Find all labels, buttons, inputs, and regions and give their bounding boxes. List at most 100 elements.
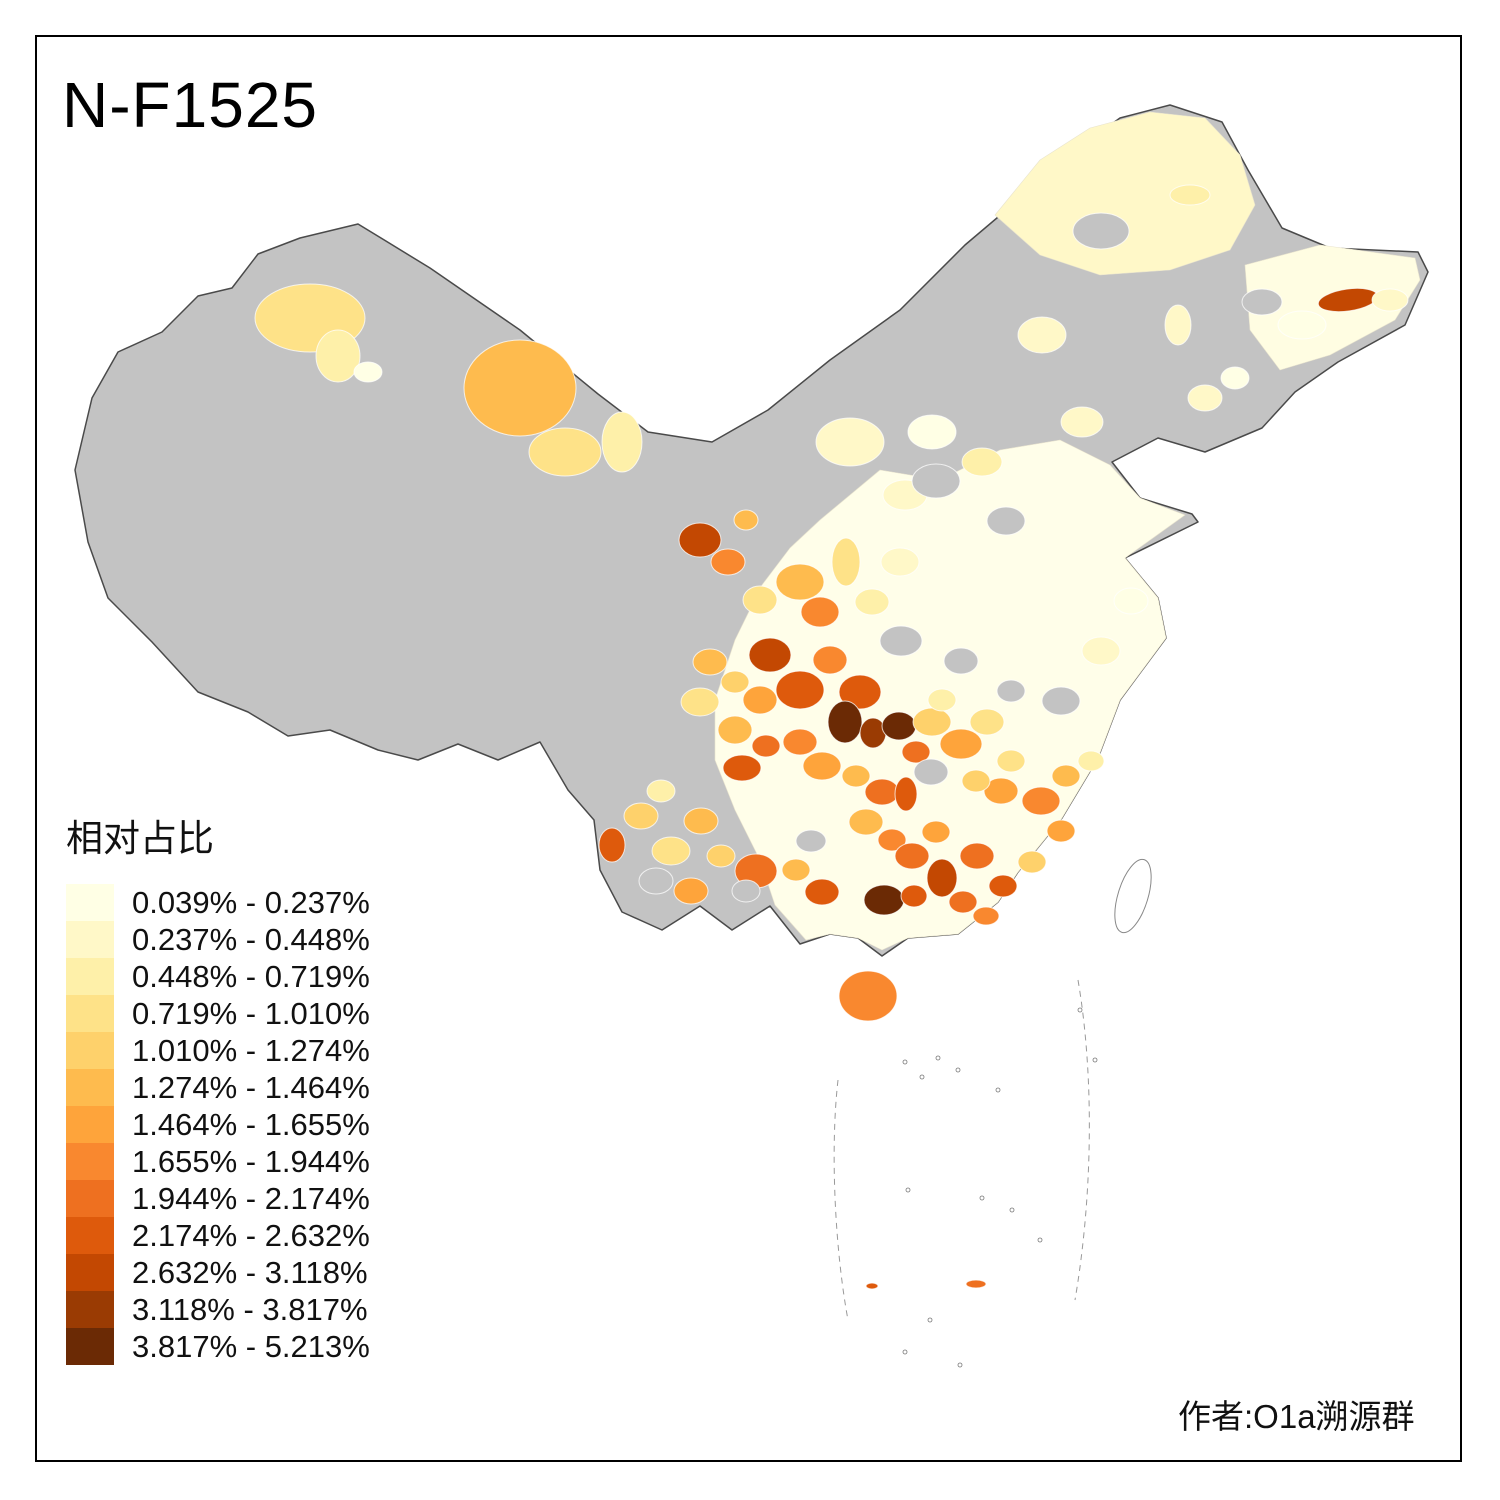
map-base-heilongjiang-pale xyxy=(994,111,1256,276)
map-region-nodata xyxy=(1041,686,1081,716)
map-region xyxy=(959,842,995,870)
map-region xyxy=(706,844,736,868)
legend-swatch xyxy=(66,1106,114,1143)
legend-row: 3.118% - 3.817% xyxy=(66,1291,370,1328)
map-region-nodata xyxy=(943,647,979,675)
map-region xyxy=(900,884,928,908)
legend-row: 2.632% - 3.118% xyxy=(66,1254,370,1291)
map-region xyxy=(972,906,1000,926)
map-region-nodata xyxy=(795,829,827,853)
map-region-nodata xyxy=(986,506,1026,536)
map-region xyxy=(939,728,983,760)
map-region xyxy=(683,807,719,835)
map-region xyxy=(775,563,825,601)
legend-swatch xyxy=(66,1328,114,1365)
legend: 相对占比 0.039% - 0.237% 0.237% - 0.448% 0.448… xyxy=(66,808,370,1365)
map-region xyxy=(838,970,898,1022)
map-island-taiwan xyxy=(1114,858,1152,934)
legend-swatch xyxy=(66,1143,114,1180)
sea-islet-dot xyxy=(919,1074,925,1080)
map-region xyxy=(983,777,1019,805)
map-region xyxy=(722,754,762,782)
map-region xyxy=(733,509,759,531)
map-region xyxy=(901,740,931,764)
legend-label: 2.632% - 3.118% xyxy=(132,1254,368,1290)
sea-boundary-dashed-line xyxy=(833,1079,849,1321)
map-region xyxy=(1187,384,1223,412)
legend-label: 0.719% - 1.010% xyxy=(132,995,370,1031)
map-region-nodata xyxy=(913,758,949,786)
sea-islet-dot xyxy=(979,1195,985,1201)
map-region xyxy=(1081,636,1121,666)
map-region xyxy=(948,890,978,914)
map-region xyxy=(1113,587,1149,615)
map-region xyxy=(865,1282,879,1290)
map-region xyxy=(996,749,1026,773)
map-region xyxy=(864,778,900,806)
map-region-nodata xyxy=(1072,212,1130,250)
legend-row: 0.448% - 0.719% xyxy=(66,958,370,995)
legend-swatch xyxy=(66,921,114,958)
map-region xyxy=(751,734,781,758)
sea-islet-dot xyxy=(905,1187,911,1193)
map-region xyxy=(680,687,720,717)
map-region xyxy=(1077,750,1105,772)
map-region xyxy=(965,1279,987,1289)
attribution: 作者:O1a溯源群 xyxy=(1178,1398,1415,1435)
map-region-nodata xyxy=(1241,288,1283,316)
map-region xyxy=(827,700,863,744)
legend-row: 1.944% - 2.174% xyxy=(66,1180,370,1217)
legend-label: 1.010% - 1.274% xyxy=(132,1032,370,1068)
map-region xyxy=(353,361,383,383)
map-region xyxy=(1046,819,1076,843)
sea-islet-dot xyxy=(902,1349,908,1355)
legend-label: 1.655% - 1.944% xyxy=(132,1143,370,1179)
map-region xyxy=(742,585,778,615)
map-region xyxy=(710,548,746,576)
map-region xyxy=(673,877,709,905)
legend-label: 2.174% - 2.632% xyxy=(132,1217,370,1253)
legend-row: 2.174% - 2.632% xyxy=(66,1217,370,1254)
legend-swatch xyxy=(66,1069,114,1106)
map-region xyxy=(804,878,840,906)
legend-label: 0.039% - 0.237% xyxy=(132,884,370,920)
map-region xyxy=(1060,406,1104,438)
map-region xyxy=(1021,786,1061,816)
map-region xyxy=(894,776,918,812)
map-region xyxy=(748,637,792,673)
map-region xyxy=(907,414,957,450)
sea-islet-dot xyxy=(927,1317,933,1323)
map-region xyxy=(863,884,905,916)
sea-islet-dot xyxy=(1077,1007,1083,1013)
legend-label: 3.817% - 5.213% xyxy=(132,1328,370,1364)
map-region xyxy=(651,836,691,866)
legend-label: 0.237% - 0.448% xyxy=(132,921,370,957)
legend-label: 3.118% - 3.817% xyxy=(132,1291,368,1327)
map-region-nodata xyxy=(731,879,761,903)
map-region-nodata xyxy=(996,679,1026,703)
map-region xyxy=(881,711,917,741)
legend-items: 0.039% - 0.237% 0.237% - 0.448% 0.448% - 0… xyxy=(66,884,370,1365)
legend-row: 3.817% - 5.213% xyxy=(66,1328,370,1365)
map-region xyxy=(926,858,958,898)
map-region xyxy=(775,670,825,710)
map-region xyxy=(877,828,907,852)
map-region-nodata xyxy=(879,625,923,657)
map-region xyxy=(961,769,991,793)
map-region xyxy=(678,522,722,558)
map-region xyxy=(912,707,952,737)
legend-swatch xyxy=(66,1032,114,1069)
map-region xyxy=(812,645,848,675)
legend-swatch xyxy=(66,1217,114,1254)
legend-label: 1.464% - 1.655% xyxy=(132,1106,370,1142)
sea-islet-dot xyxy=(902,1059,908,1065)
legend-label: 0.448% - 0.719% xyxy=(132,958,370,994)
map-region xyxy=(1169,184,1211,206)
map-region xyxy=(800,596,840,628)
legend-title: 相对占比 xyxy=(66,818,214,859)
map-region xyxy=(1164,304,1192,346)
map-region xyxy=(988,874,1018,898)
map-region xyxy=(781,858,811,882)
plot-title: N-F1525 xyxy=(62,69,318,141)
